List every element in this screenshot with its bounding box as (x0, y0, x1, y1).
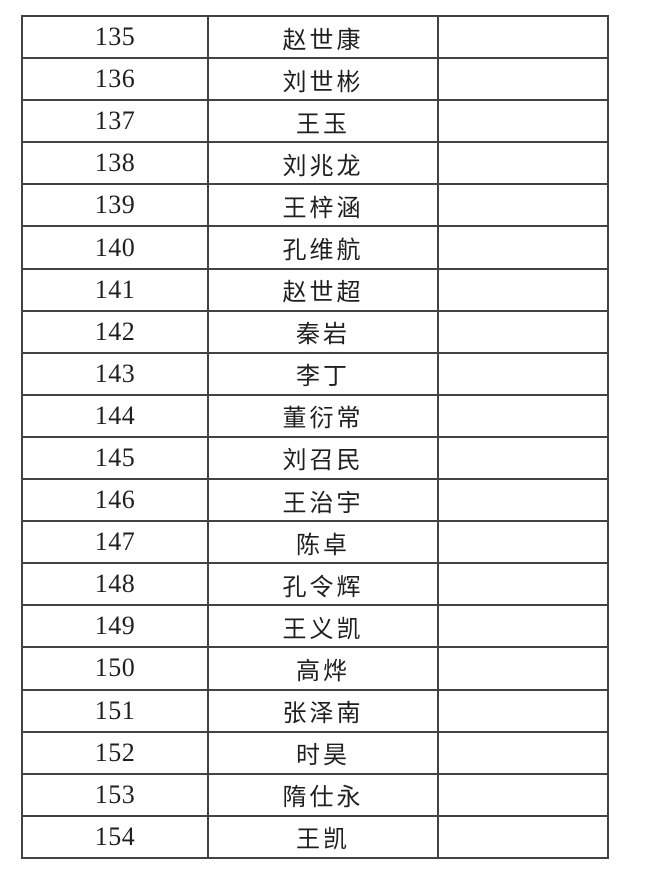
row-empty-cell (437, 435, 609, 481)
row-name-cell: 孔令辉 (207, 562, 439, 607)
row-name-cell: 刘世彬 (207, 57, 439, 102)
row-name-cell: 王治宇 (207, 478, 439, 523)
row-empty-cell (437, 646, 609, 691)
row-empty-cell (437, 99, 609, 144)
row-empty-cell (437, 562, 609, 607)
row-empty-cell (437, 57, 609, 102)
row-empty-cell (437, 393, 609, 438)
table-row: 137 王玉 (21, 99, 609, 144)
row-number-cell: 154 (21, 814, 209, 860)
row-number-cell: 135 (21, 14, 209, 60)
table-row: 135 赵世康 (21, 14, 609, 60)
table-row: 136 刘世彬 (21, 57, 609, 102)
row-name-cell: 孔维航 (207, 225, 439, 270)
table-row: 147 陈卓 (21, 520, 609, 565)
row-empty-cell (437, 772, 609, 817)
row-number-cell: 141 (21, 267, 209, 312)
row-empty-cell (437, 309, 609, 354)
row-empty-cell (437, 730, 609, 775)
row-number-cell: 153 (21, 772, 209, 817)
row-name-cell: 张泽南 (207, 688, 439, 733)
row-empty-cell (437, 14, 609, 60)
table-row: 153 隋仕永 (21, 772, 609, 817)
row-empty-cell (437, 478, 609, 523)
row-number-cell: 142 (21, 309, 209, 354)
table-row: 148 孔令辉 (21, 562, 609, 607)
row-name-cell: 陈卓 (207, 520, 439, 565)
roster-table: 135 赵世康 136 刘世彬 137 王玉 138 刘兆龙 139 王梓涵 140 孔维航 141 赵世… (21, 14, 609, 860)
table-row: 144 董衍常 (21, 393, 609, 438)
row-name-cell: 秦岩 (207, 309, 439, 354)
table-row: 150 高烨 (21, 646, 609, 691)
row-name-cell: 时昊 (207, 730, 439, 775)
row-empty-cell (437, 351, 609, 396)
row-number-cell: 151 (21, 688, 209, 733)
row-name-cell: 王义凯 (207, 604, 439, 649)
row-empty-cell (437, 604, 609, 649)
row-number-cell: 152 (21, 730, 209, 775)
row-name-cell: 王玉 (207, 99, 439, 144)
table-row: 152 时昊 (21, 730, 609, 775)
row-name-cell: 赵世康 (207, 14, 439, 60)
table-row: 154 王凯 (21, 814, 609, 860)
row-number-cell: 150 (21, 646, 209, 691)
table-row: 140 孔维航 (21, 225, 609, 270)
row-number-cell: 136 (21, 57, 209, 102)
row-empty-cell (437, 520, 609, 565)
row-empty-cell (437, 688, 609, 733)
row-empty-cell (437, 225, 609, 270)
row-empty-cell (437, 814, 609, 860)
row-number-cell: 137 (21, 99, 209, 144)
row-number-cell: 145 (21, 435, 209, 481)
table-row: 138 刘兆龙 (21, 141, 609, 186)
row-number-cell: 146 (21, 478, 209, 523)
row-name-cell: 赵世超 (207, 267, 439, 312)
row-number-cell: 148 (21, 562, 209, 607)
table-row: 145 刘召民 (21, 435, 609, 481)
table-row: 151 张泽南 (21, 688, 609, 733)
table-row: 143 李丁 (21, 351, 609, 396)
row-name-cell: 高烨 (207, 646, 439, 691)
row-name-cell: 王凯 (207, 814, 439, 860)
table-row: 149 王义凯 (21, 604, 609, 649)
row-empty-cell (437, 267, 609, 312)
row-empty-cell (437, 183, 609, 228)
row-name-cell: 王梓涵 (207, 183, 439, 228)
row-number-cell: 143 (21, 351, 209, 396)
row-number-cell: 139 (21, 183, 209, 228)
roster-table-body: 135 赵世康 136 刘世彬 137 王玉 138 刘兆龙 139 王梓涵 140 孔维航 141 赵世… (21, 14, 609, 860)
row-empty-cell (437, 141, 609, 186)
row-number-cell: 149 (21, 604, 209, 649)
table-row: 139 王梓涵 (21, 183, 609, 228)
row-name-cell: 刘召民 (207, 435, 439, 481)
row-number-cell: 147 (21, 520, 209, 565)
row-number-cell: 138 (21, 141, 209, 186)
row-name-cell: 董衍常 (207, 393, 439, 438)
row-name-cell: 李丁 (207, 351, 439, 396)
row-number-cell: 140 (21, 225, 209, 270)
row-name-cell: 隋仕永 (207, 772, 439, 817)
table-row: 141 赵世超 (21, 267, 609, 312)
row-name-cell: 刘兆龙 (207, 141, 439, 186)
row-number-cell: 144 (21, 393, 209, 438)
table-row: 146 王治宇 (21, 478, 609, 523)
table-row: 142 秦岩 (21, 309, 609, 354)
